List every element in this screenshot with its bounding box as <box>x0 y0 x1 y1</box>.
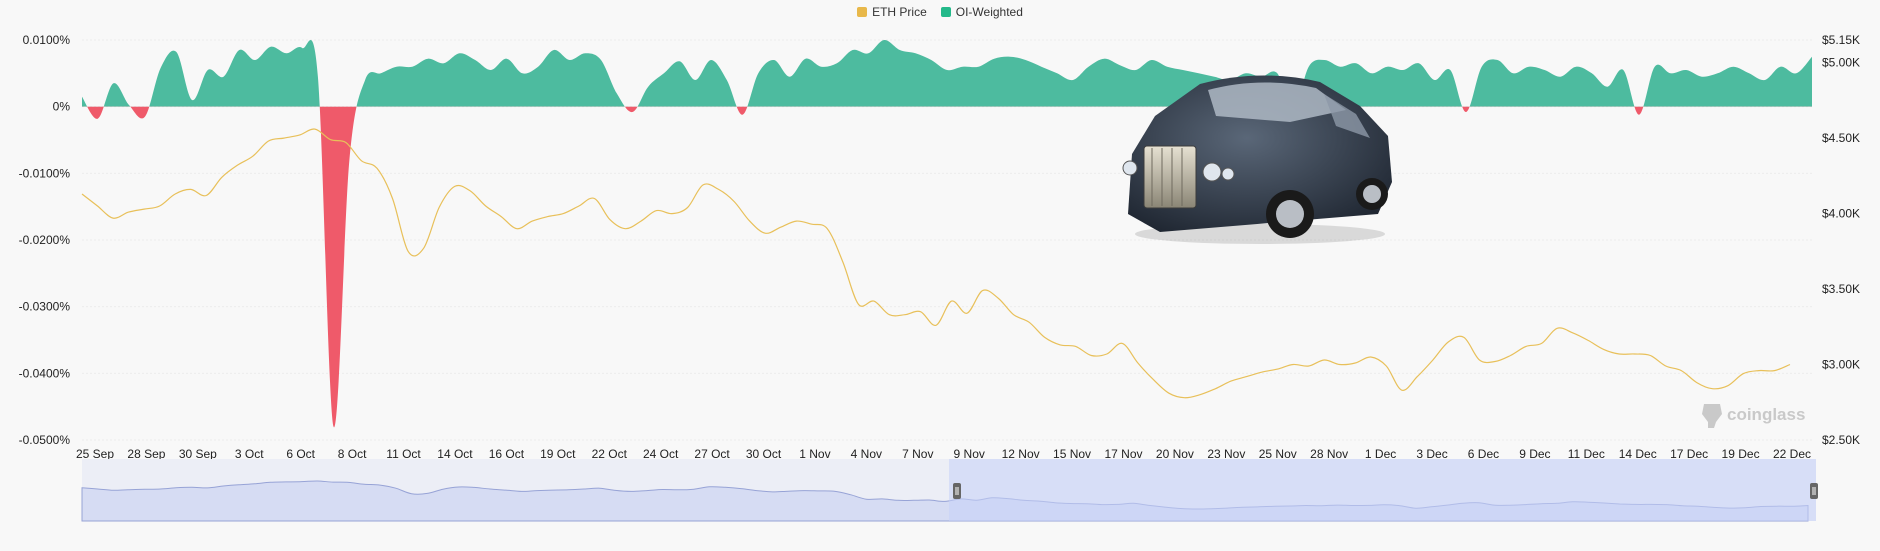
right-tick-label: $4.50K <box>1822 131 1860 145</box>
x-tick-label: 19 Oct <box>540 447 576 461</box>
navigator-handle-right[interactable] <box>1810 483 1818 499</box>
x-tick-label: 6 Oct <box>286 447 315 461</box>
legend-eth-label: ETH Price <box>872 5 927 19</box>
left-tick-label: -0.0500% <box>19 433 71 447</box>
x-tick-label: 14 Dec <box>1619 447 1657 461</box>
x-tick-label: 30 Sep <box>179 447 217 461</box>
x-tick-label: 23 Nov <box>1207 447 1245 461</box>
x-tick-label: 15 Nov <box>1053 447 1091 461</box>
x-tick-label: 9 Nov <box>954 447 985 461</box>
x-tick-label: 17 Nov <box>1104 447 1142 461</box>
x-tick-label: 25 Nov <box>1259 447 1297 461</box>
left-tick-label: 0% <box>53 100 71 114</box>
left-tick-label: -0.0100% <box>19 166 71 180</box>
x-tick-label: 22 Oct <box>592 447 628 461</box>
left-tick-label: -0.0300% <box>19 300 71 314</box>
left-tick-label: 0.0100% <box>23 33 71 47</box>
navigator-handle-left[interactable] <box>953 483 961 499</box>
x-tick-label: 11 Oct <box>386 447 421 461</box>
right-tick-label: $2.50K <box>1822 433 1860 447</box>
x-tick-label: 9 Dec <box>1519 447 1550 461</box>
navigator[interactable] <box>81 459 1818 522</box>
x-tick-label: 20 Nov <box>1156 447 1194 461</box>
right-tick-label: $5.15K <box>1822 33 1860 47</box>
x-tick-label: 11 Dec <box>1568 447 1605 461</box>
x-tick-label: 7 Nov <box>902 447 933 461</box>
x-tick-label: 12 Nov <box>1002 447 1040 461</box>
legend-item-eth-price[interactable]: ETH Price <box>857 5 927 19</box>
right-tick-label: $3.50K <box>1822 282 1860 296</box>
x-tick-label: 17 Dec <box>1670 447 1708 461</box>
car-image <box>1122 75 1392 244</box>
eth-price-line <box>81 128 1791 399</box>
right-axis: $5.15K $5.00K $4.50K $4.00K $3.50K $3.00K $2.5… <box>1822 33 1860 447</box>
left-tick-label: -0.0400% <box>19 366 71 380</box>
x-tick-label: 4 Nov <box>851 447 882 461</box>
left-axis: 0.0100% 0% -0.0100% -0.0200% -0.0300% -0.0400… <box>19 33 71 447</box>
x-tick-label: 6 Dec <box>1468 447 1499 461</box>
x-tick-label: 28 Sep <box>127 447 165 461</box>
oi-positive-area <box>82 39 1812 107</box>
legend-oi-label: OI-Weighted <box>955 5 1023 19</box>
oi-swatch-icon <box>940 7 951 17</box>
x-tick-label: 3 Dec <box>1416 447 1447 461</box>
x-tick-label: 27 Oct <box>694 447 730 461</box>
x-axis: 25 Sep 28 Sep 30 Sep 3 Oct 6 Oct 8 Oct 11 Oct 1… <box>76 447 1811 461</box>
x-tick-label: 22 Dec <box>1773 447 1811 461</box>
navigator-selection[interactable] <box>949 459 1816 521</box>
x-tick-label: 14 Oct <box>437 447 473 461</box>
x-tick-label: 1 Nov <box>799 447 830 461</box>
eth-swatch-icon <box>857 7 868 17</box>
legend-item-oi-weighted[interactable]: OI-Weighted <box>940 5 1023 19</box>
watermark-text: coinglass <box>1727 405 1805 424</box>
right-tick-label: $5.00K <box>1822 56 1860 70</box>
coinglass-watermark: coinglass <box>1702 404 1805 428</box>
left-tick-label: -0.0200% <box>19 233 71 247</box>
coinglass-logo-icon <box>1702 404 1722 428</box>
x-tick-label: 24 Oct <box>643 447 679 461</box>
oi-weighted-series <box>82 39 1812 427</box>
x-tick-label: 19 Dec <box>1722 447 1760 461</box>
eth-price-series <box>81 128 1791 399</box>
x-tick-label: 1 Dec <box>1365 447 1396 461</box>
x-tick-label: 3 Oct <box>235 447 264 461</box>
right-tick-label: $4.00K <box>1822 207 1860 221</box>
chart-legend: ETH Price OI-Weighted <box>0 5 1880 19</box>
x-tick-label: 28 Nov <box>1310 447 1348 461</box>
x-tick-label: 8 Oct <box>338 447 367 461</box>
x-tick-label: 25 Sep <box>76 447 114 461</box>
right-tick-label: $3.00K <box>1822 358 1860 372</box>
x-tick-label: 30 Oct <box>746 447 782 461</box>
x-tick-label: 16 Oct <box>489 447 525 461</box>
